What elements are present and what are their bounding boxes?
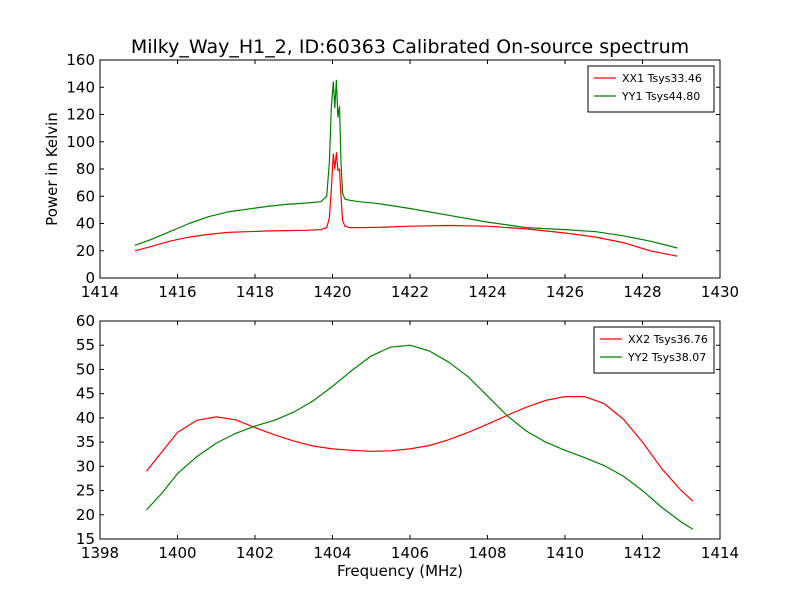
x-tick-label: 1430 xyxy=(701,283,739,301)
y-tick-label: 55 xyxy=(76,336,95,354)
x-tick-label: 1414 xyxy=(701,544,739,562)
legend-box xyxy=(593,326,715,374)
y-tick-label: 140 xyxy=(66,78,95,96)
y-tick-label: 160 xyxy=(66,51,95,69)
y-tick-label: 20 xyxy=(76,242,95,260)
x-tick-label: 1404 xyxy=(313,544,351,562)
y-axis-label: Power in Kelvin xyxy=(43,112,61,226)
series-line-yy1 xyxy=(134,79,678,249)
series-line-xx1 xyxy=(134,152,678,257)
y-tick-label: 80 xyxy=(76,160,95,178)
legend-box xyxy=(587,65,715,113)
y-tick-label: 40 xyxy=(76,409,95,427)
x-tick-label: 1408 xyxy=(468,544,506,562)
y-tick-label: 15 xyxy=(76,530,95,548)
y-tick-label: 30 xyxy=(76,457,95,475)
x-tick-label: 1422 xyxy=(391,283,429,301)
y-tick-label: 60 xyxy=(76,312,95,330)
x-tick-label: 1418 xyxy=(236,283,274,301)
chart-title: Milky_Way_H1_2, ID:60363 Calibrated On-s… xyxy=(131,36,689,58)
y-tick-label: 100 xyxy=(66,133,95,151)
x-tick-label: 1398 xyxy=(81,544,119,562)
legend: XX1 Tsys33.46 YY1 Tsys44.80 xyxy=(587,65,715,113)
series-line-yy2 xyxy=(146,344,694,530)
y-tick-label: 40 xyxy=(76,215,95,233)
x-tick-label: 1402 xyxy=(236,544,274,562)
legend-entry: YY1 Tsys44.80 xyxy=(621,90,700,103)
legend-entry: XX1 Tsys33.46 xyxy=(622,72,702,85)
x-tick-label: 1426 xyxy=(546,283,584,301)
x-tick-label: 1414 xyxy=(81,283,119,301)
legend: XX2 Tsys36.76 YY2 Tsys38.07 xyxy=(593,326,715,374)
x-tick-label: 1412 xyxy=(623,544,661,562)
bottom-panel: 1398 1400 1402 1404 1406 1408 1410 1412 1414 15 20… xyxy=(76,312,739,580)
y-tick-label: 35 xyxy=(76,433,95,451)
y-tick-label: 25 xyxy=(76,482,95,500)
y-tick-label: 45 xyxy=(76,385,95,403)
series-line-xx2 xyxy=(146,396,694,502)
x-tick-label: 1406 xyxy=(391,544,429,562)
x-tick-label: 1428 xyxy=(623,283,661,301)
legend-entry: YY2 Tsys38.07 xyxy=(627,351,706,364)
x-tick-label: 1410 xyxy=(546,544,584,562)
y-tick-label: 0 xyxy=(85,269,95,287)
x-tick-label: 1400 xyxy=(158,544,196,562)
x-tick-label: 1420 xyxy=(313,283,351,301)
legend-entry: XX2 Tsys36.76 xyxy=(628,333,708,346)
top-panel: 1414 1416 1418 1420 1422 1424 1426 1428 1430 0 20 4… xyxy=(43,51,739,301)
y-tick-label: 60 xyxy=(76,187,95,205)
y-tick-label: 120 xyxy=(66,106,95,124)
y-tick-label: 50 xyxy=(76,360,95,378)
x-axis-label: Frequency (MHz) xyxy=(337,562,463,580)
x-tick-label: 1416 xyxy=(158,283,196,301)
y-tick-label: 20 xyxy=(76,506,95,524)
x-tick-label: 1424 xyxy=(468,283,506,301)
